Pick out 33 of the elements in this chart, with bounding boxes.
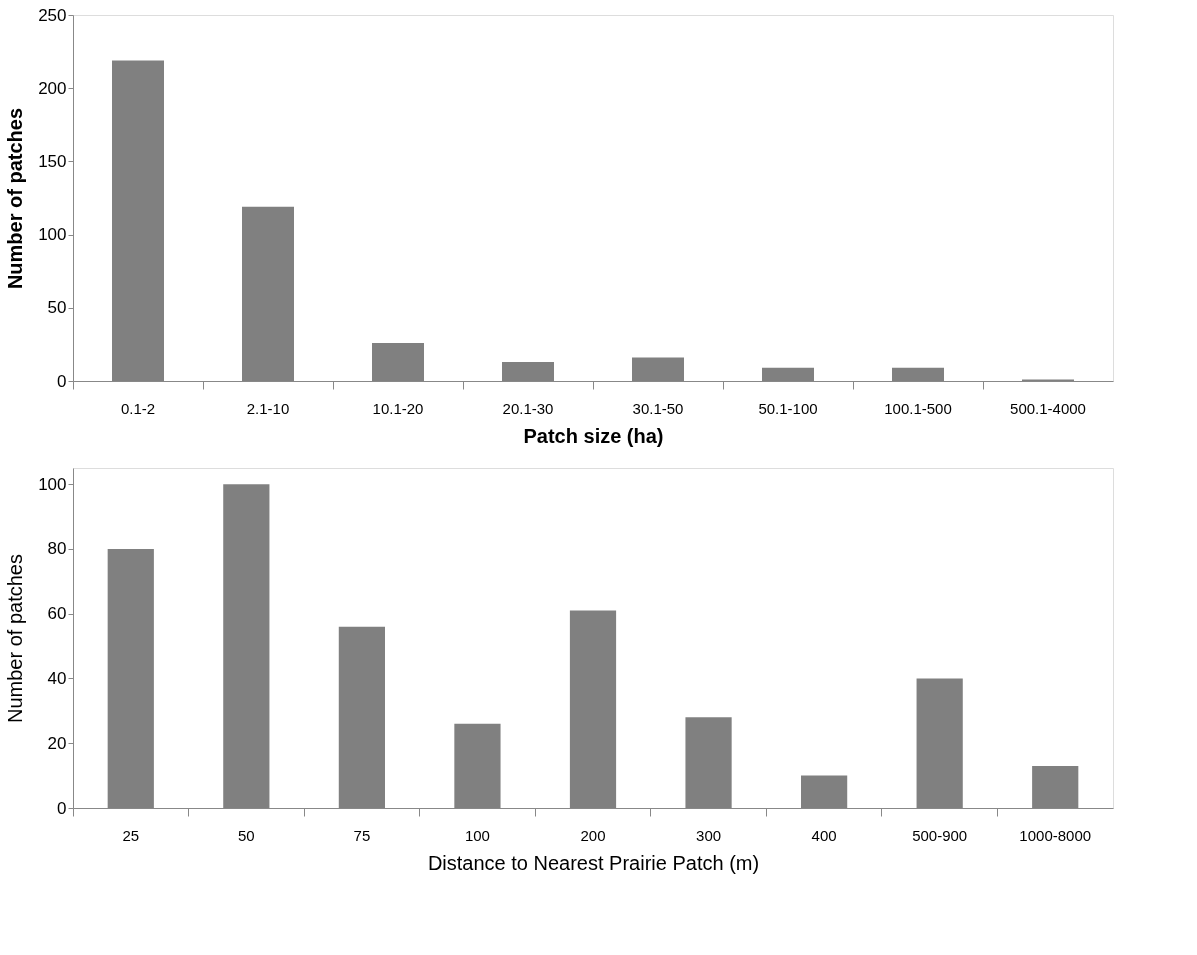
y-tick-label: 0 <box>57 371 67 391</box>
x-tick-label: 2.1-10 <box>246 399 290 417</box>
x-tick-label: 100 <box>464 826 490 844</box>
x-tick-label: 200 <box>580 826 606 844</box>
x-tick-label: 1000-8000 <box>1019 826 1092 844</box>
y-tick-label: 100 <box>38 225 67 245</box>
y-tick-label: 60 <box>47 604 67 624</box>
x-tick-label: 500.1-4000 <box>1010 399 1086 417</box>
y-tick-label: 200 <box>38 78 67 98</box>
y-tick-label: 150 <box>38 151 67 171</box>
x-tick-label: 75 <box>353 826 371 844</box>
x-tick-label: 25 <box>122 826 140 844</box>
y-tick-label: 80 <box>47 539 67 559</box>
x-tick-label: 400 <box>811 826 837 844</box>
y-tick-label: 250 <box>38 5 67 25</box>
y-axis-title: Number of patches <box>4 107 27 290</box>
y-tick-label: 20 <box>47 733 67 753</box>
x-tick-label: 50.1-100 <box>758 399 818 417</box>
y-tick-label: 50 <box>47 298 67 318</box>
x-tick-label: 20.1-30 <box>502 399 554 417</box>
x-tick-label: 10.1-20 <box>372 399 424 417</box>
y-tick-label: 100 <box>38 474 67 494</box>
x-tick-label: 100.1-500 <box>884 399 952 417</box>
x-tick-label: 0.1-2 <box>120 399 156 417</box>
x-axis-title: Patch size (ha) <box>523 424 664 447</box>
x-tick-label: 500-900 <box>912 826 968 844</box>
x-tick-label: 50 <box>237 826 255 844</box>
x-tick-label: 300 <box>696 826 722 844</box>
y-tick-label: 0 <box>57 798 67 818</box>
y-tick-label: 40 <box>47 668 67 688</box>
y-axis-title: Number of patches <box>4 554 27 723</box>
x-axis-title: Distance to Nearest Prairie Patch (m) <box>427 851 760 874</box>
x-tick-label: 30.1-50 <box>632 399 684 417</box>
